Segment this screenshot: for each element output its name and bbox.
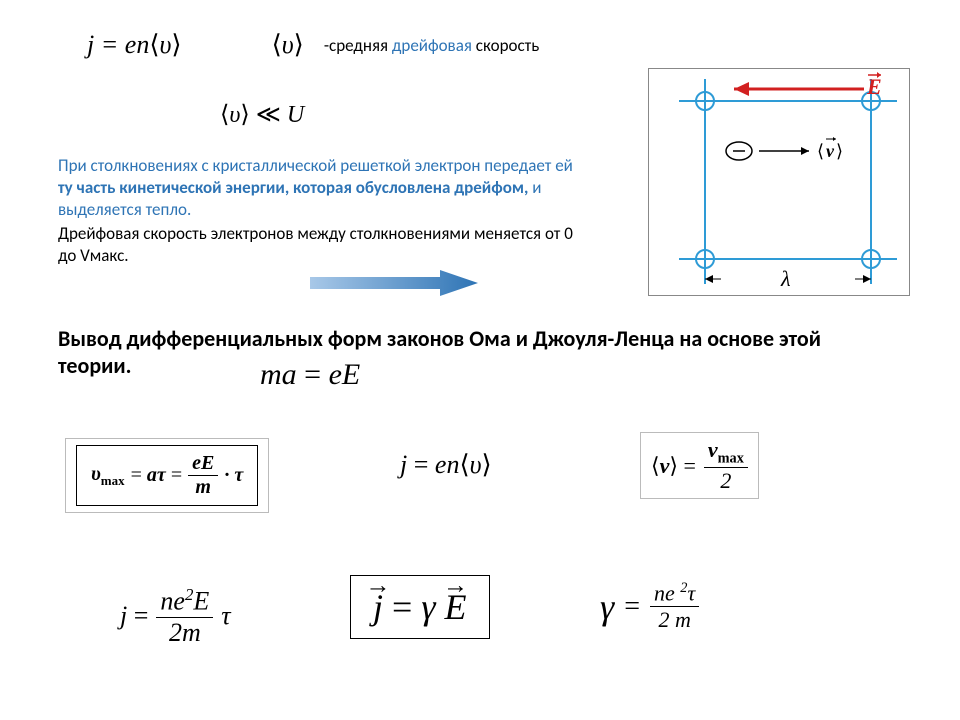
eq-j-env: j = en⟨υ⟩ <box>87 30 182 60</box>
eq-v-angle: ⟨υ⟩ <box>272 30 304 60</box>
vavg-num-sub: max <box>718 450 744 466</box>
svg-text:λ: λ <box>780 266 791 291</box>
eq-j-full: j = ne2E 2m τ <box>120 585 231 648</box>
svg-text:⟨: ⟨ <box>817 141 824 161</box>
right-arrow-indicator <box>310 268 480 303</box>
label-drift-velocity: -средняя дрейфовая скорость <box>324 35 539 56</box>
vmax-sub: max <box>101 473 125 488</box>
paragraph-explanation: При столкновениях с кристаллической реше… <box>58 155 588 267</box>
vmax-den: m <box>188 476 218 499</box>
svg-text:E: E <box>866 74 882 99</box>
label-prefix: -средняя <box>324 35 392 56</box>
eq-j-env-2: j = en⟨υ⟩ <box>400 450 492 480</box>
eq-j-gamma-E-boxed: j = γ E <box>350 575 490 639</box>
section-heading: Вывод дифференциальных форм законов Ома … <box>58 325 878 379</box>
eq-gamma-def: γ = ne 2τ 2 m <box>600 580 699 633</box>
vavg-den: 2 <box>704 468 748 494</box>
eq-newton: ma = eE <box>260 358 360 392</box>
row-top-equations: j = en⟨υ⟩ ⟨υ⟩ -средняя дрейфовая скорост… <box>87 30 607 60</box>
label-suffix: скорость <box>472 35 539 56</box>
vmax-tail: · τ <box>224 464 243 487</box>
p1-b: ту часть кинетической энергии, которая о… <box>58 177 528 198</box>
vmax-mid: = aτ = <box>131 464 182 487</box>
eq-v-much-less-U: ⟨υ⟩ ≪ U <box>220 100 304 129</box>
lattice-diagram: E ⟨ v ⟩ λ <box>648 68 910 296</box>
svg-text:⟩: ⟩ <box>836 141 843 161</box>
paragraph-line1: При столкновениях с кристаллической реше… <box>58 155 588 221</box>
eq-vmax-box: υmax = aτ = eE m · τ <box>65 438 269 513</box>
p1-a: При столкновениях с кристаллической реше… <box>58 155 573 176</box>
vmax-num: eE <box>188 452 218 476</box>
paragraph-line2: Дрейфовая скорость электронов между стол… <box>58 223 588 267</box>
label-highlight: дрейфовая <box>392 35 472 56</box>
eq-vavg-box: ⟨v⟩ = vmax 2 <box>640 432 759 499</box>
svg-text:v: v <box>826 141 835 161</box>
